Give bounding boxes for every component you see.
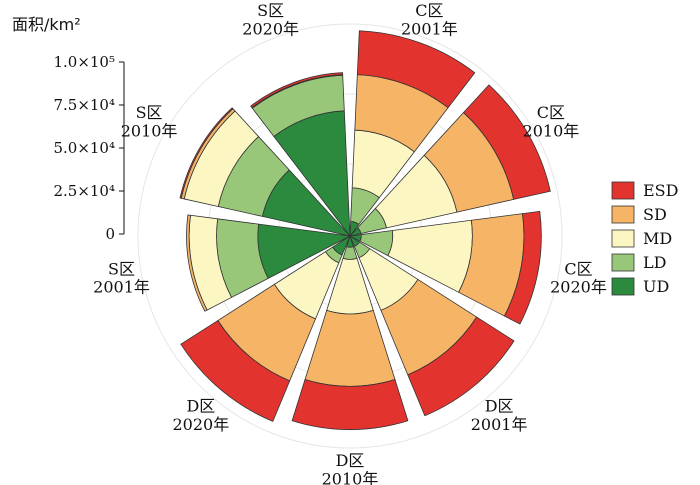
bar-segment-esd-2 bbox=[504, 210, 542, 325]
y-tick-label-3: 7.5×10⁴ bbox=[53, 96, 115, 114]
category-label-line: D区 bbox=[336, 451, 365, 470]
category-label-line: D区 bbox=[485, 397, 514, 416]
category-label-line: S区 bbox=[108, 259, 135, 278]
category-label-7: S区 2010年 bbox=[121, 103, 178, 140]
category-label-line: 2001年 bbox=[471, 415, 528, 434]
bar-segment-esd-4 bbox=[291, 379, 409, 430]
category-label-line: C区 bbox=[537, 103, 565, 122]
bar-segment-esd-8 bbox=[250, 72, 344, 109]
y-tick-label-4: 1.0×10⁵ bbox=[53, 53, 115, 71]
legend-swatch-sd bbox=[611, 205, 635, 224]
y-tick-label-0: 0 bbox=[105, 225, 115, 243]
category-label-line: S区 bbox=[136, 103, 163, 122]
category-label-line: 2001年 bbox=[93, 278, 150, 297]
legend: ESD SD MD LD UD bbox=[611, 181, 678, 296]
bar-segment-esd-7 bbox=[179, 107, 234, 199]
category-label-1: C区 2010年 bbox=[523, 103, 580, 140]
bar-segment-esd-1 bbox=[463, 84, 551, 200]
category-label-0: C区 2001年 bbox=[401, 1, 458, 38]
bar-segment-sd-4 bbox=[304, 309, 396, 387]
legend-swatch-ud bbox=[611, 277, 635, 296]
category-label-5: D区 2020年 bbox=[173, 397, 230, 434]
y-tick-label-2: 5.0×10⁴ bbox=[53, 139, 115, 157]
category-label-line: C区 bbox=[415, 1, 443, 20]
y-axis: 面积/km² 0 2.5×10⁴ 5.0×10⁴ 7.5×10⁴ 1.0×10⁵ bbox=[12, 15, 125, 243]
category-label-3: D区 2001年 bbox=[471, 397, 528, 434]
category-label-2: C区 2020年 bbox=[550, 259, 607, 296]
category-label-line: 2020年 bbox=[550, 278, 607, 297]
category-label-6: S区 2001年 bbox=[93, 259, 150, 296]
category-label-line: S区 bbox=[257, 1, 284, 20]
category-label-line: 2001年 bbox=[401, 19, 458, 38]
legend-label-esd: ESD bbox=[643, 181, 678, 200]
category-label-line: 2020年 bbox=[242, 19, 299, 38]
y-axis-label: 面积/km² bbox=[12, 15, 81, 34]
grid-circle-3 bbox=[137, 23, 563, 449]
category-label-line: D区 bbox=[186, 397, 215, 416]
legend-label-md: MD bbox=[643, 229, 672, 248]
legend-swatch-ld bbox=[611, 253, 635, 272]
bar-segment-sd-6 bbox=[186, 214, 208, 312]
bar-segment-esd-3 bbox=[407, 316, 515, 417]
y-tick-label-1: 2.5×10⁴ bbox=[53, 182, 115, 200]
category-label-line: 2010年 bbox=[322, 469, 379, 485]
bar-segment-esd-5 bbox=[180, 320, 291, 422]
category-label-line: 2020年 bbox=[173, 415, 230, 434]
bar-layer bbox=[179, 30, 551, 430]
legend-swatch-md bbox=[611, 229, 635, 248]
category-label-line: 2010年 bbox=[121, 121, 178, 140]
legend-label-ld: LD bbox=[643, 253, 666, 272]
legend-label-ud: UD bbox=[643, 277, 669, 296]
category-label-line: 2010年 bbox=[523, 121, 580, 140]
legend-swatch-esd bbox=[611, 181, 635, 200]
bar-segment-esd-0 bbox=[356, 30, 476, 109]
category-label-8: S区 2020年 bbox=[242, 1, 299, 38]
category-label-4: D区 2010年 bbox=[322, 451, 379, 485]
category-label-line: C区 bbox=[564, 259, 592, 278]
legend-label-sd: SD bbox=[643, 205, 667, 224]
